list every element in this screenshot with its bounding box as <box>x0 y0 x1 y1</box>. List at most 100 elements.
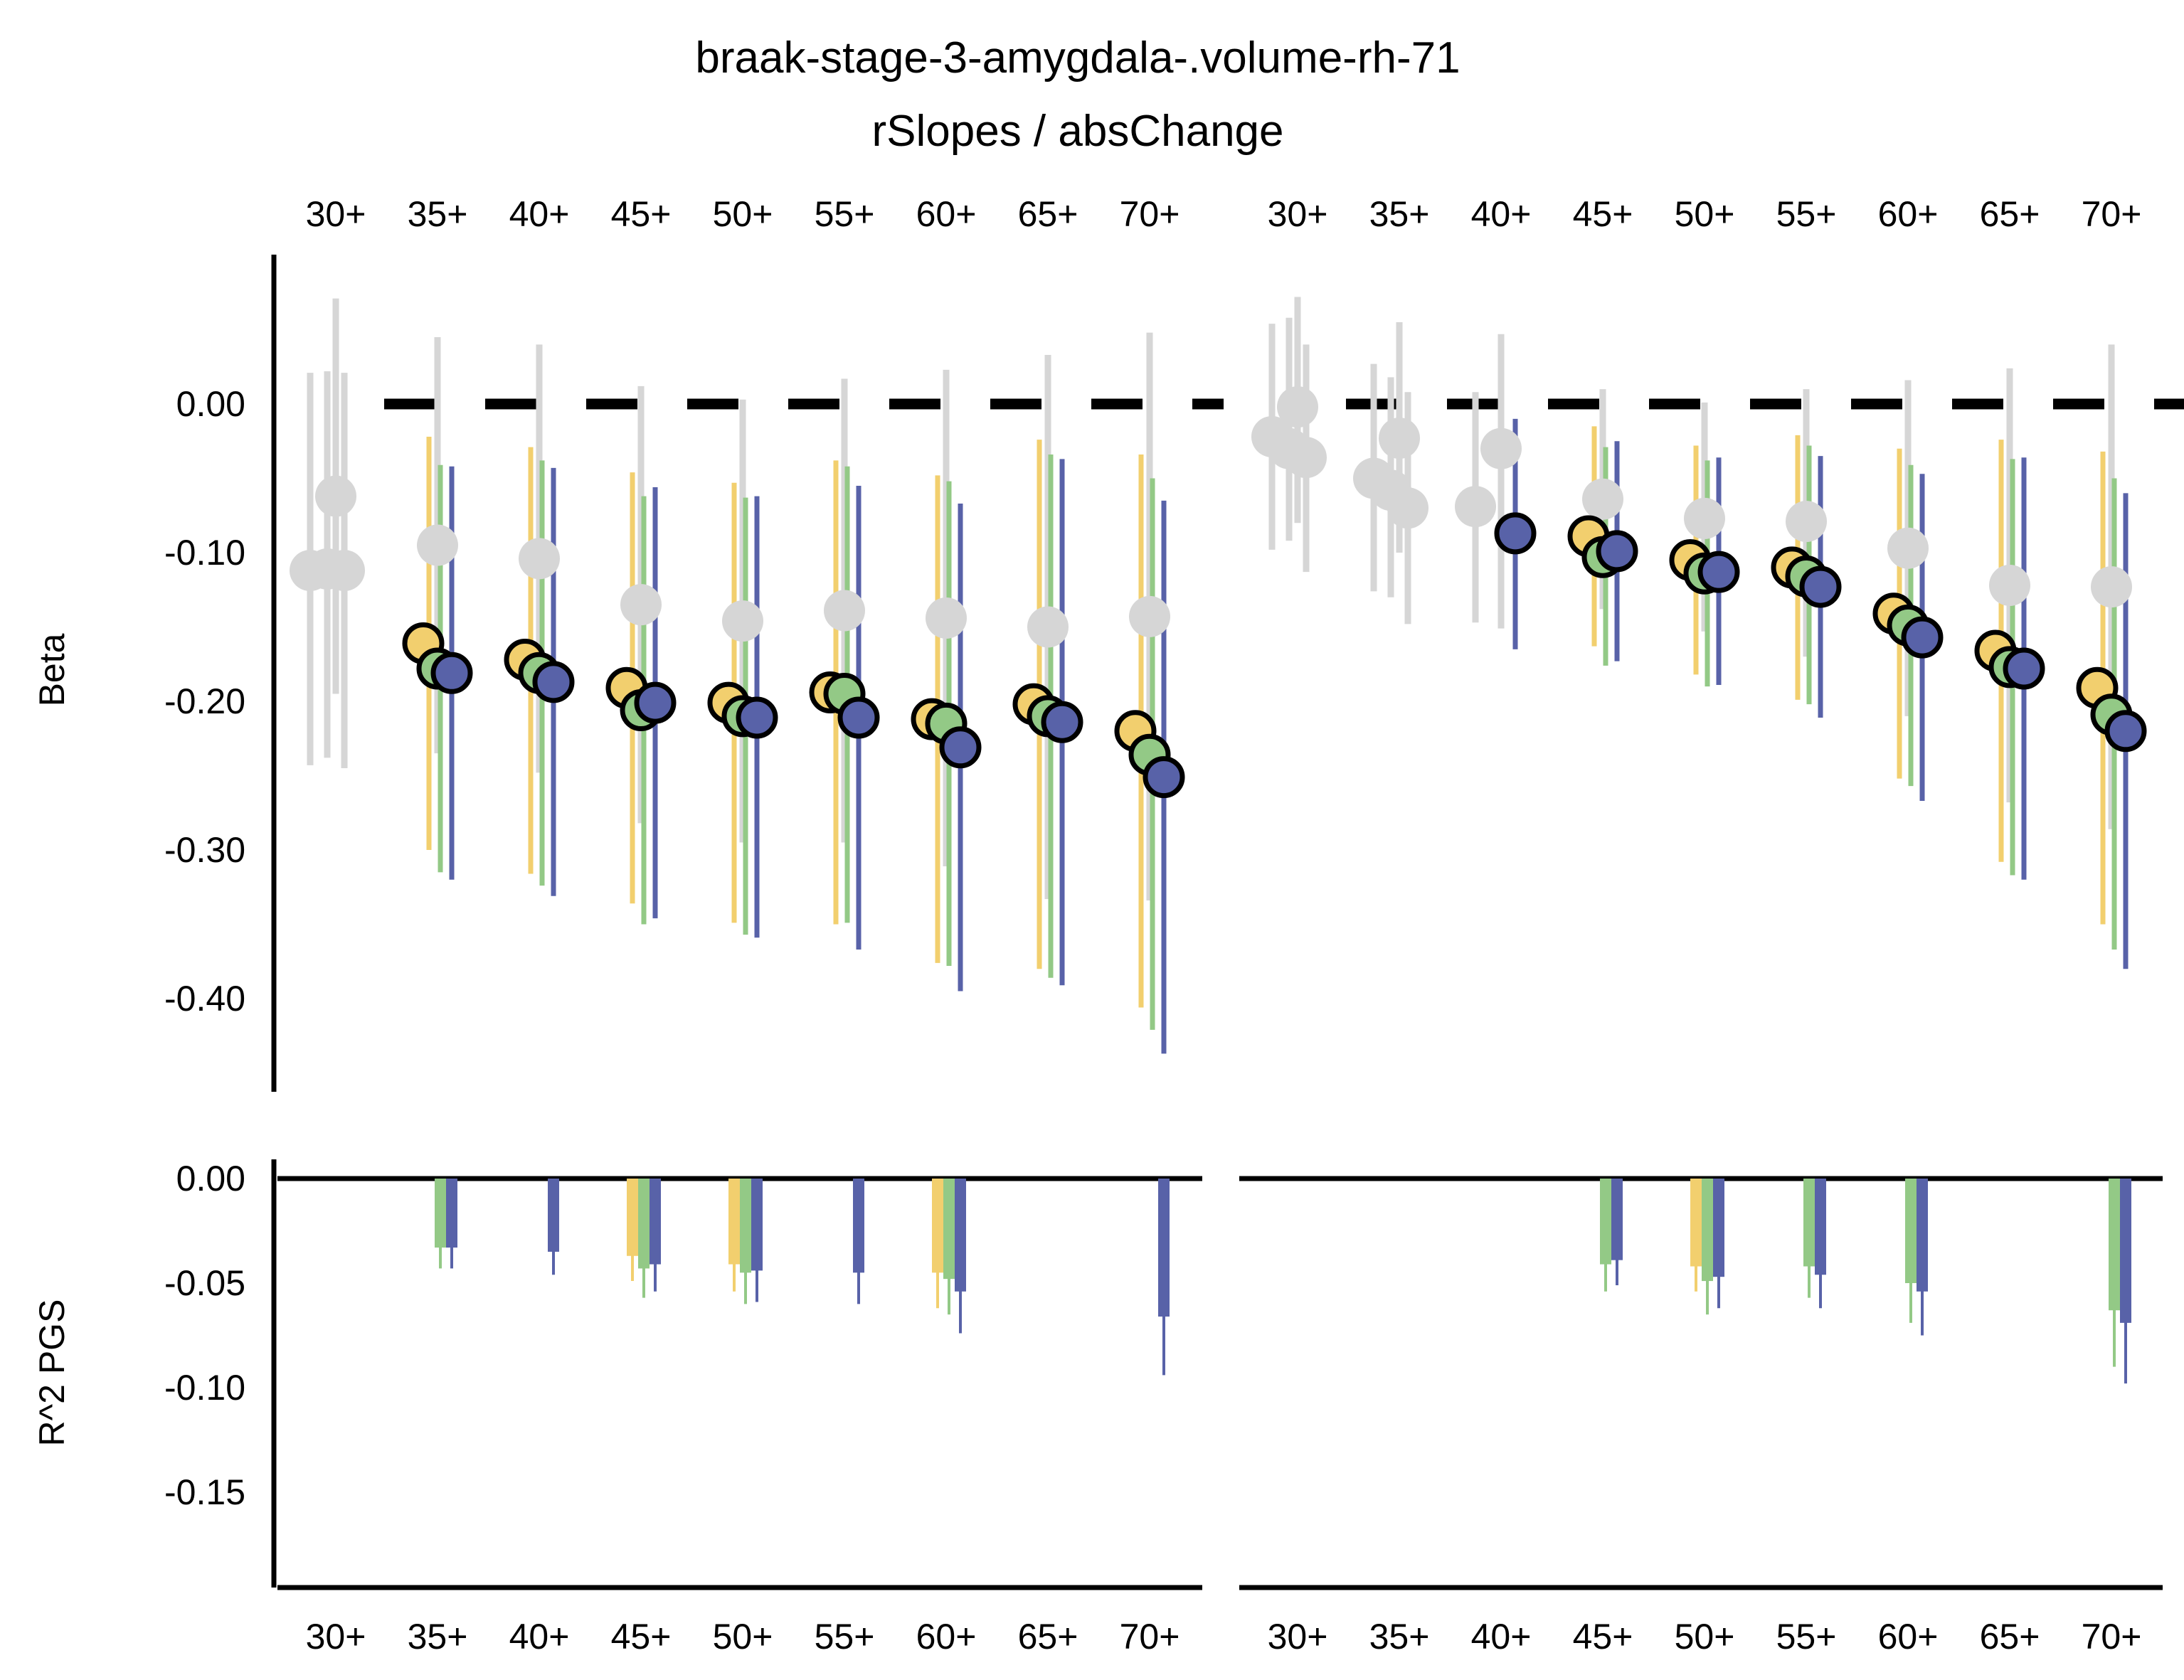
bottom-category-label: 70+ <box>2082 1617 2142 1657</box>
top-category-label: 45+ <box>611 194 672 234</box>
r2-ytick-label: 0.00 <box>176 1159 245 1198</box>
bottom-category-label: 60+ <box>916 1617 977 1657</box>
top-category-label: 50+ <box>1675 194 1735 234</box>
beta-ytick-label: -0.20 <box>164 681 245 721</box>
beta-ytick-label: -0.30 <box>164 830 245 870</box>
beta-point <box>1684 497 1725 539</box>
top-category-label: 50+ <box>713 194 773 234</box>
r2-bar <box>2120 1179 2131 1323</box>
beta-point <box>620 584 662 626</box>
r2-bar <box>1815 1179 1826 1275</box>
beta-point <box>519 538 560 580</box>
beta-point <box>1455 486 1496 528</box>
r2-ytick-label: -0.10 <box>164 1368 245 1408</box>
top-category-label: 65+ <box>1018 194 1078 234</box>
r2-bar <box>2109 1179 2120 1311</box>
bottom-category-label: 45+ <box>611 1617 672 1657</box>
beta-point <box>315 475 356 517</box>
bottom-category-label: 30+ <box>306 1617 366 1657</box>
r2-bar <box>1158 1179 1170 1317</box>
beta-point <box>2104 710 2147 753</box>
bottom-category-label: 40+ <box>1471 1617 1532 1657</box>
r2-axis-label: R^2 PGS <box>32 1299 72 1447</box>
r2-bar <box>435 1179 446 1248</box>
r2-bar <box>932 1179 943 1273</box>
beta-point <box>736 696 778 739</box>
bottom-category-label: 60+ <box>1878 1617 1939 1657</box>
top-category-label: 35+ <box>1369 194 1430 234</box>
beta-point <box>939 726 982 769</box>
bottom-category-label: 40+ <box>509 1617 570 1657</box>
top-category-label: 30+ <box>306 194 366 234</box>
r2-bar <box>853 1179 864 1273</box>
r2-bar <box>751 1179 763 1271</box>
beta-point <box>1901 616 1944 659</box>
r2-bar <box>638 1179 650 1269</box>
beta-point <box>1041 701 1083 743</box>
beta-point <box>1596 530 1638 573</box>
bottom-category-label: 55+ <box>815 1617 875 1657</box>
r2-bar <box>728 1179 740 1265</box>
beta-point <box>1697 551 1740 593</box>
chart-subtitle: rSlopes / absChange <box>871 107 1283 156</box>
top-category-label: 40+ <box>509 194 570 234</box>
top-category-label: 65+ <box>1980 194 2040 234</box>
bottom-category-label: 65+ <box>1018 1617 1078 1657</box>
beta-point <box>1786 501 1827 543</box>
beta-point <box>1989 564 2030 606</box>
bottom-category-label: 50+ <box>713 1617 773 1657</box>
beta-point <box>824 590 865 632</box>
beta-point <box>722 600 763 642</box>
top-category-label: 45+ <box>1573 194 1633 234</box>
r2-bar <box>1713 1179 1724 1277</box>
tick-labels: 30+ 30+ 35+ 35+ 40+ 40+ 45+ 45+ 50+ 50+ 55+ 55+ 60+ 6… <box>164 194 2141 1657</box>
r2-bar <box>548 1179 559 1252</box>
beta-point <box>532 661 575 703</box>
beta-point <box>2091 566 2132 608</box>
r2-bar <box>955 1179 966 1292</box>
beta-point <box>837 696 880 739</box>
beta-point <box>1277 386 1318 428</box>
beta-point <box>1494 512 1537 555</box>
r2-bar <box>446 1179 457 1248</box>
beta-point <box>1143 756 1185 799</box>
r2-bar <box>1611 1179 1623 1260</box>
r2-bar <box>1702 1179 1713 1282</box>
top-category-label: 70+ <box>2082 194 2142 234</box>
r2-ytick-label: -0.05 <box>164 1263 245 1303</box>
bottom-category-label: 35+ <box>1369 1617 1430 1657</box>
bottom-category-label: 30+ <box>1268 1617 1328 1657</box>
top-category-label: 55+ <box>815 194 875 234</box>
beta-point <box>417 524 458 566</box>
beta-point <box>1799 565 1842 608</box>
beta-ytick-label: -0.10 <box>164 533 245 573</box>
beta-point <box>1582 478 1623 520</box>
bottom-category-label: 55+ <box>1776 1617 1837 1657</box>
r2-bar <box>740 1179 751 1273</box>
top-category-label: 60+ <box>1878 194 1939 234</box>
r2-bar <box>1905 1179 1917 1283</box>
top-category-label: 40+ <box>1471 194 1532 234</box>
r2-bar <box>1803 1179 1815 1267</box>
beta-point <box>634 681 677 724</box>
bottom-category-label: 65+ <box>1980 1617 2040 1657</box>
r2-bar <box>943 1179 955 1280</box>
r2-bar <box>650 1179 661 1265</box>
beta-point <box>1887 527 1929 569</box>
beta-point <box>1027 606 1069 648</box>
bottom-category-label: 35+ <box>408 1617 468 1657</box>
top-category-label: 35+ <box>408 194 468 234</box>
bottom-category-label: 45+ <box>1573 1617 1633 1657</box>
r2-ytick-label: -0.15 <box>164 1472 245 1512</box>
beta-axis-label: Beta <box>32 633 72 706</box>
beta-point <box>1286 437 1327 479</box>
top-category-label: 70+ <box>1120 194 1180 234</box>
bottom-category-label: 50+ <box>1675 1617 1735 1657</box>
chart-marks <box>290 297 2147 1384</box>
bottom-category-label: 70+ <box>1120 1617 1180 1657</box>
chart-title: braak-stage-3-amygdala-.volume-rh-71 <box>695 33 1460 83</box>
r2-bar <box>627 1179 638 1256</box>
r2-bar <box>1917 1179 1928 1292</box>
beta-point <box>430 652 473 694</box>
